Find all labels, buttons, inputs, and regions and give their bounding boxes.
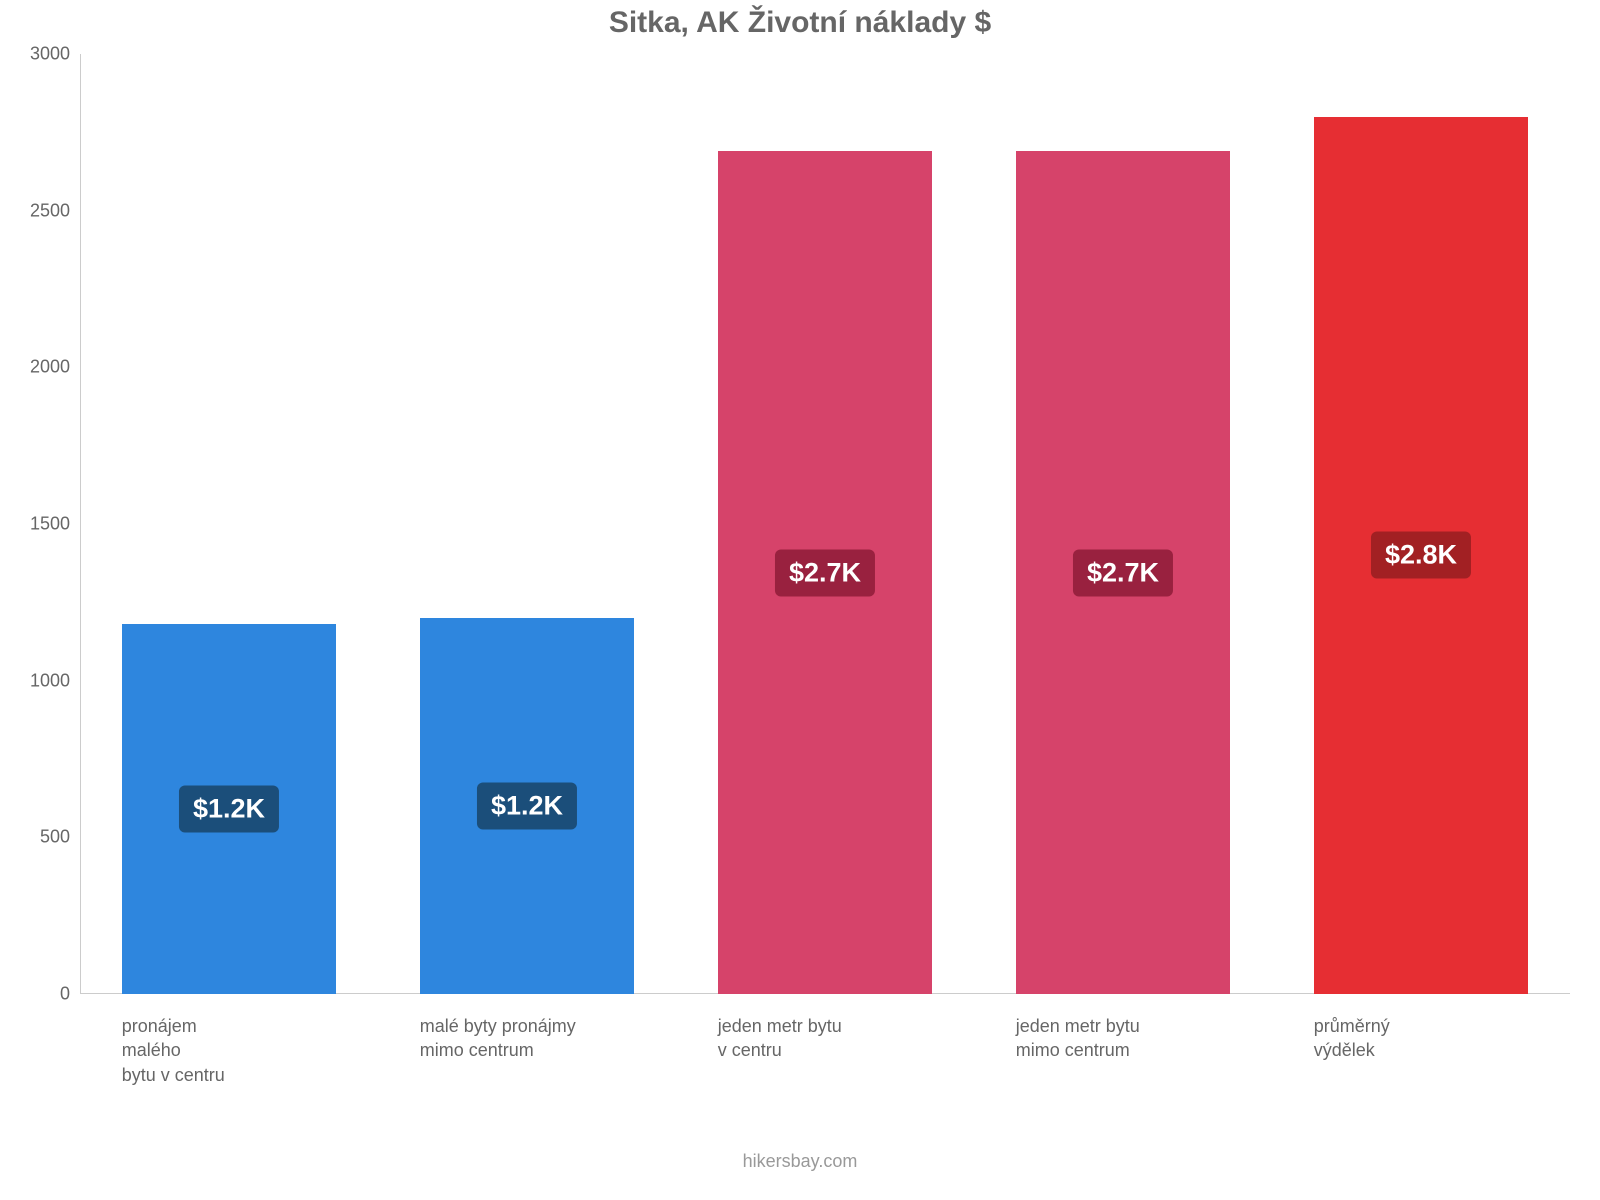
y-axis-line [80,54,81,994]
bar: $1.2K [420,618,635,994]
bar: $2.7K [718,151,933,994]
x-category-label: malé byty pronájmy mimo centrum [420,1014,640,1063]
x-category-label: pronájem malého bytu v centru [122,1014,342,1087]
bar: $2.8K [1314,117,1529,994]
chart-container: Sitka, AK Životní náklady $ 050010001500… [0,0,1600,1200]
x-category-label: jeden metr bytu mimo centrum [1016,1014,1236,1063]
y-tick-label: 0 [20,984,70,1005]
chart-title: Sitka, AK Životní náklady $ [0,6,1600,40]
x-category-label: průměrný výdělek [1314,1014,1534,1063]
y-tick-label: 500 [20,827,70,848]
y-tick-label: 1500 [20,514,70,535]
bar-value-label: $1.2K [477,783,577,830]
credit-text: hikersbay.com [0,1151,1600,1172]
bar: $1.2K [122,624,337,994]
y-tick-label: 1000 [20,670,70,691]
y-tick-label: 2000 [20,357,70,378]
plot-area: 050010001500200025003000$1.2Kpronájem ma… [80,54,1570,994]
y-tick-label: 3000 [20,44,70,65]
x-category-label: jeden metr bytu v centru [718,1014,938,1063]
bar-value-label: $1.2K [179,786,279,833]
bar-value-label: $2.7K [775,549,875,596]
bar-value-label: $2.8K [1371,532,1471,579]
bar: $2.7K [1016,151,1231,994]
y-tick-label: 2500 [20,200,70,221]
bar-value-label: $2.7K [1073,549,1173,596]
